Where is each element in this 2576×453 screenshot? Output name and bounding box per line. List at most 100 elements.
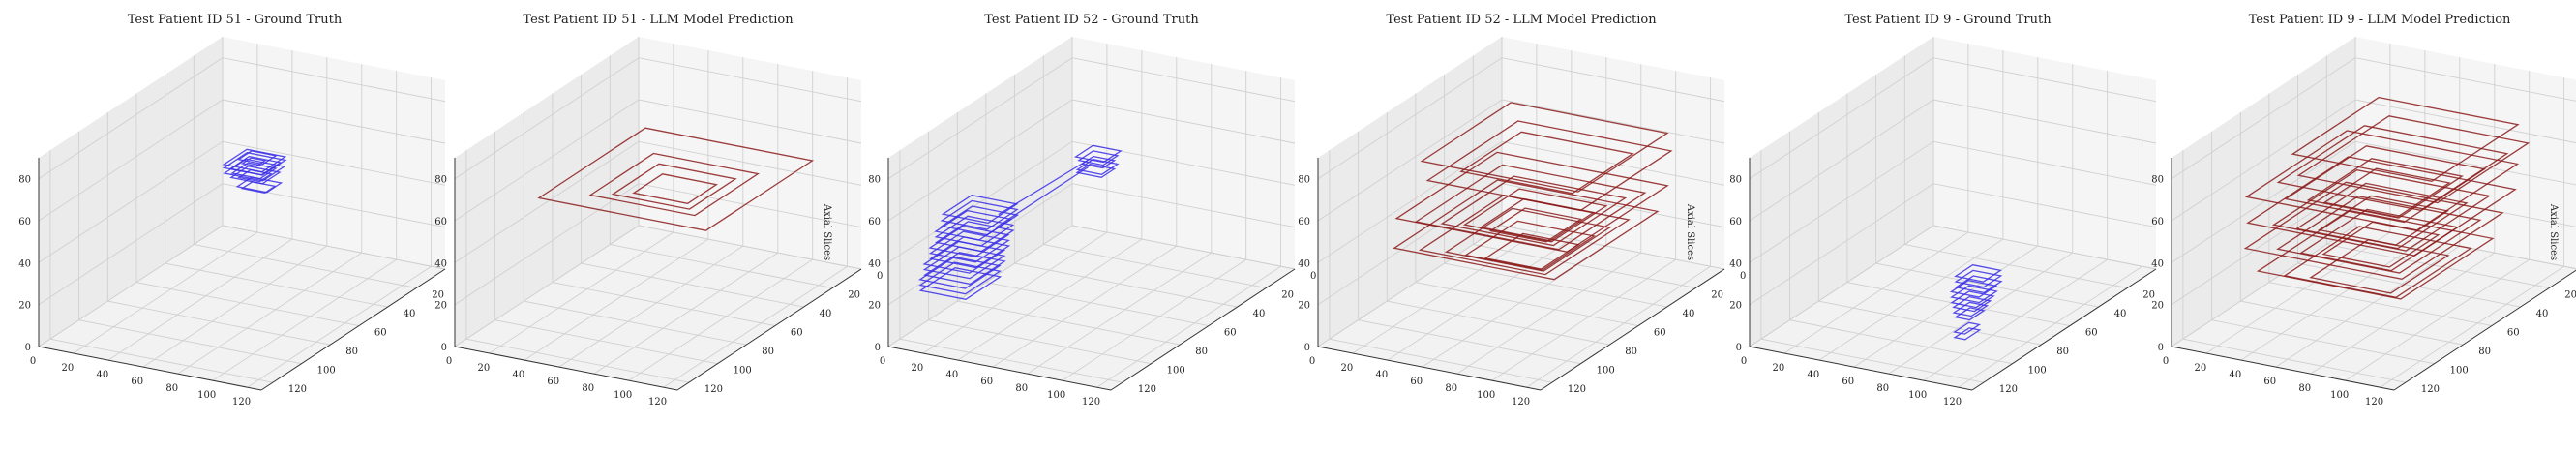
box-outline	[2271, 169, 2491, 252]
z-tick-label: 40	[1298, 258, 1310, 269]
grid-z	[1317, 140, 1725, 263]
grid-z	[1317, 99, 1725, 222]
x-tick-label: 0	[1309, 356, 1315, 367]
y-tick-label: 20	[1711, 290, 1723, 301]
x-tick-label: 100	[197, 390, 216, 401]
panel-3: 0 20 40 60 80 100 120 0 20 40 60 80 100 120 0 20 40 60 80 T…	[868, 13, 1316, 408]
box-outline	[1073, 144, 1123, 164]
floor-pane	[2172, 226, 2576, 390]
z-tick-label: 20	[434, 301, 447, 312]
y-tick-label: 40	[404, 309, 416, 319]
left-pane	[2172, 37, 2355, 347]
y-axis-line	[676, 268, 862, 391]
box-outline	[1954, 264, 2003, 283]
gridlines	[38, 37, 446, 388]
z-tick-label: 40	[18, 258, 31, 269]
box-outline	[537, 127, 815, 231]
z-tick-label: 60	[868, 217, 881, 227]
axis-lines	[1317, 158, 1725, 391]
y-tick-label: 0	[1740, 271, 1746, 282]
y-tick-label: 120	[1138, 384, 1156, 395]
z-tick-label: 80	[434, 175, 447, 186]
panel-title: Test Patient ID 9 - Ground Truth	[1844, 13, 2052, 27]
panel-title: Test Patient ID 51 - Ground Truth	[128, 13, 343, 27]
grid-z	[2171, 140, 2576, 263]
axis-lines	[1749, 158, 2157, 391]
box-outline	[235, 176, 284, 194]
box-outline	[941, 195, 1019, 225]
y-axis-line	[1110, 268, 1296, 391]
box-outline	[2284, 145, 2487, 224]
box-outline	[240, 157, 267, 167]
y-tick-label: 20	[1281, 290, 1294, 301]
y-tick-label: 20	[2564, 290, 2576, 301]
y-tick-label: 120	[1568, 384, 1586, 395]
axis-panes	[1318, 37, 1724, 390]
x-tick-label: 20	[912, 363, 924, 374]
x-tick-label: 0	[1741, 356, 1747, 367]
box-outline	[1444, 207, 1612, 272]
axis-lines	[2171, 158, 2576, 391]
x-axis-line	[887, 346, 1112, 391]
box-outline	[1949, 279, 1998, 298]
grid-z	[454, 99, 862, 222]
x-tick-label: 60	[1410, 377, 1423, 387]
z-tick-label: 20	[2151, 301, 2164, 312]
grid-z	[1749, 99, 2157, 222]
box-outline	[2296, 115, 2531, 204]
box-outline	[1954, 275, 2003, 294]
grid-z	[1749, 183, 2157, 306]
box-outline	[2283, 226, 2472, 298]
box-outline	[922, 240, 1006, 274]
y-tick-label: 40	[2114, 309, 2127, 319]
z-tick-label: 0	[2158, 343, 2164, 353]
box-outline	[2276, 196, 2482, 274]
box-outline	[611, 163, 737, 210]
back-pane	[1072, 37, 1295, 269]
box-outline	[2291, 96, 2520, 182]
y-axis-line	[2393, 269, 2576, 391]
panel-title: Test Patient ID 52 - Ground Truth	[984, 13, 1199, 27]
z-tick-label: 20	[1729, 301, 1742, 312]
box-outline	[2309, 239, 2450, 294]
x-tick-label: 120	[2365, 397, 2383, 408]
z-axis-label: Axial Slices	[822, 203, 832, 260]
gridlines	[1749, 37, 2157, 388]
x-tick-label: 100	[2330, 390, 2349, 401]
left-pane	[1318, 37, 1502, 347]
box-outline	[1075, 158, 1120, 175]
box-outline	[1954, 307, 1986, 321]
box-outline	[1440, 175, 1628, 247]
grid-z	[38, 57, 446, 180]
x-tick-label: 60	[131, 377, 143, 387]
y-tick-label: 20	[432, 290, 444, 301]
z-tick-label: 0	[1304, 343, 1310, 353]
box-outline	[1488, 207, 1583, 243]
x-tick-label: 120	[1943, 397, 1962, 408]
z-tick-label: 80	[1298, 175, 1310, 186]
y-tick-label: 80	[1625, 347, 1637, 357]
box-outline	[237, 168, 273, 183]
box-outline	[1953, 327, 1982, 341]
floor-pane	[39, 226, 445, 390]
y-tick-label: 120	[704, 384, 723, 395]
x-tick-label: 20	[478, 363, 491, 374]
box-outline	[923, 252, 1006, 286]
z-tick-label: 80	[2151, 175, 2164, 186]
x-tick-label: 80	[2298, 383, 2311, 394]
grid-z	[887, 99, 1296, 222]
box-outline	[1952, 321, 1981, 335]
x-tick-label: 60	[1842, 377, 1854, 387]
x-tick-label: 120	[1082, 397, 1100, 408]
x-tick-label: 0	[446, 356, 452, 367]
z-tick-label: 20	[18, 301, 31, 312]
z-axis-label: Axial Slices	[2548, 203, 2559, 260]
y-tick-label: 120	[288, 384, 307, 395]
connector-segment	[998, 159, 1089, 216]
box-outline	[2256, 209, 2495, 300]
